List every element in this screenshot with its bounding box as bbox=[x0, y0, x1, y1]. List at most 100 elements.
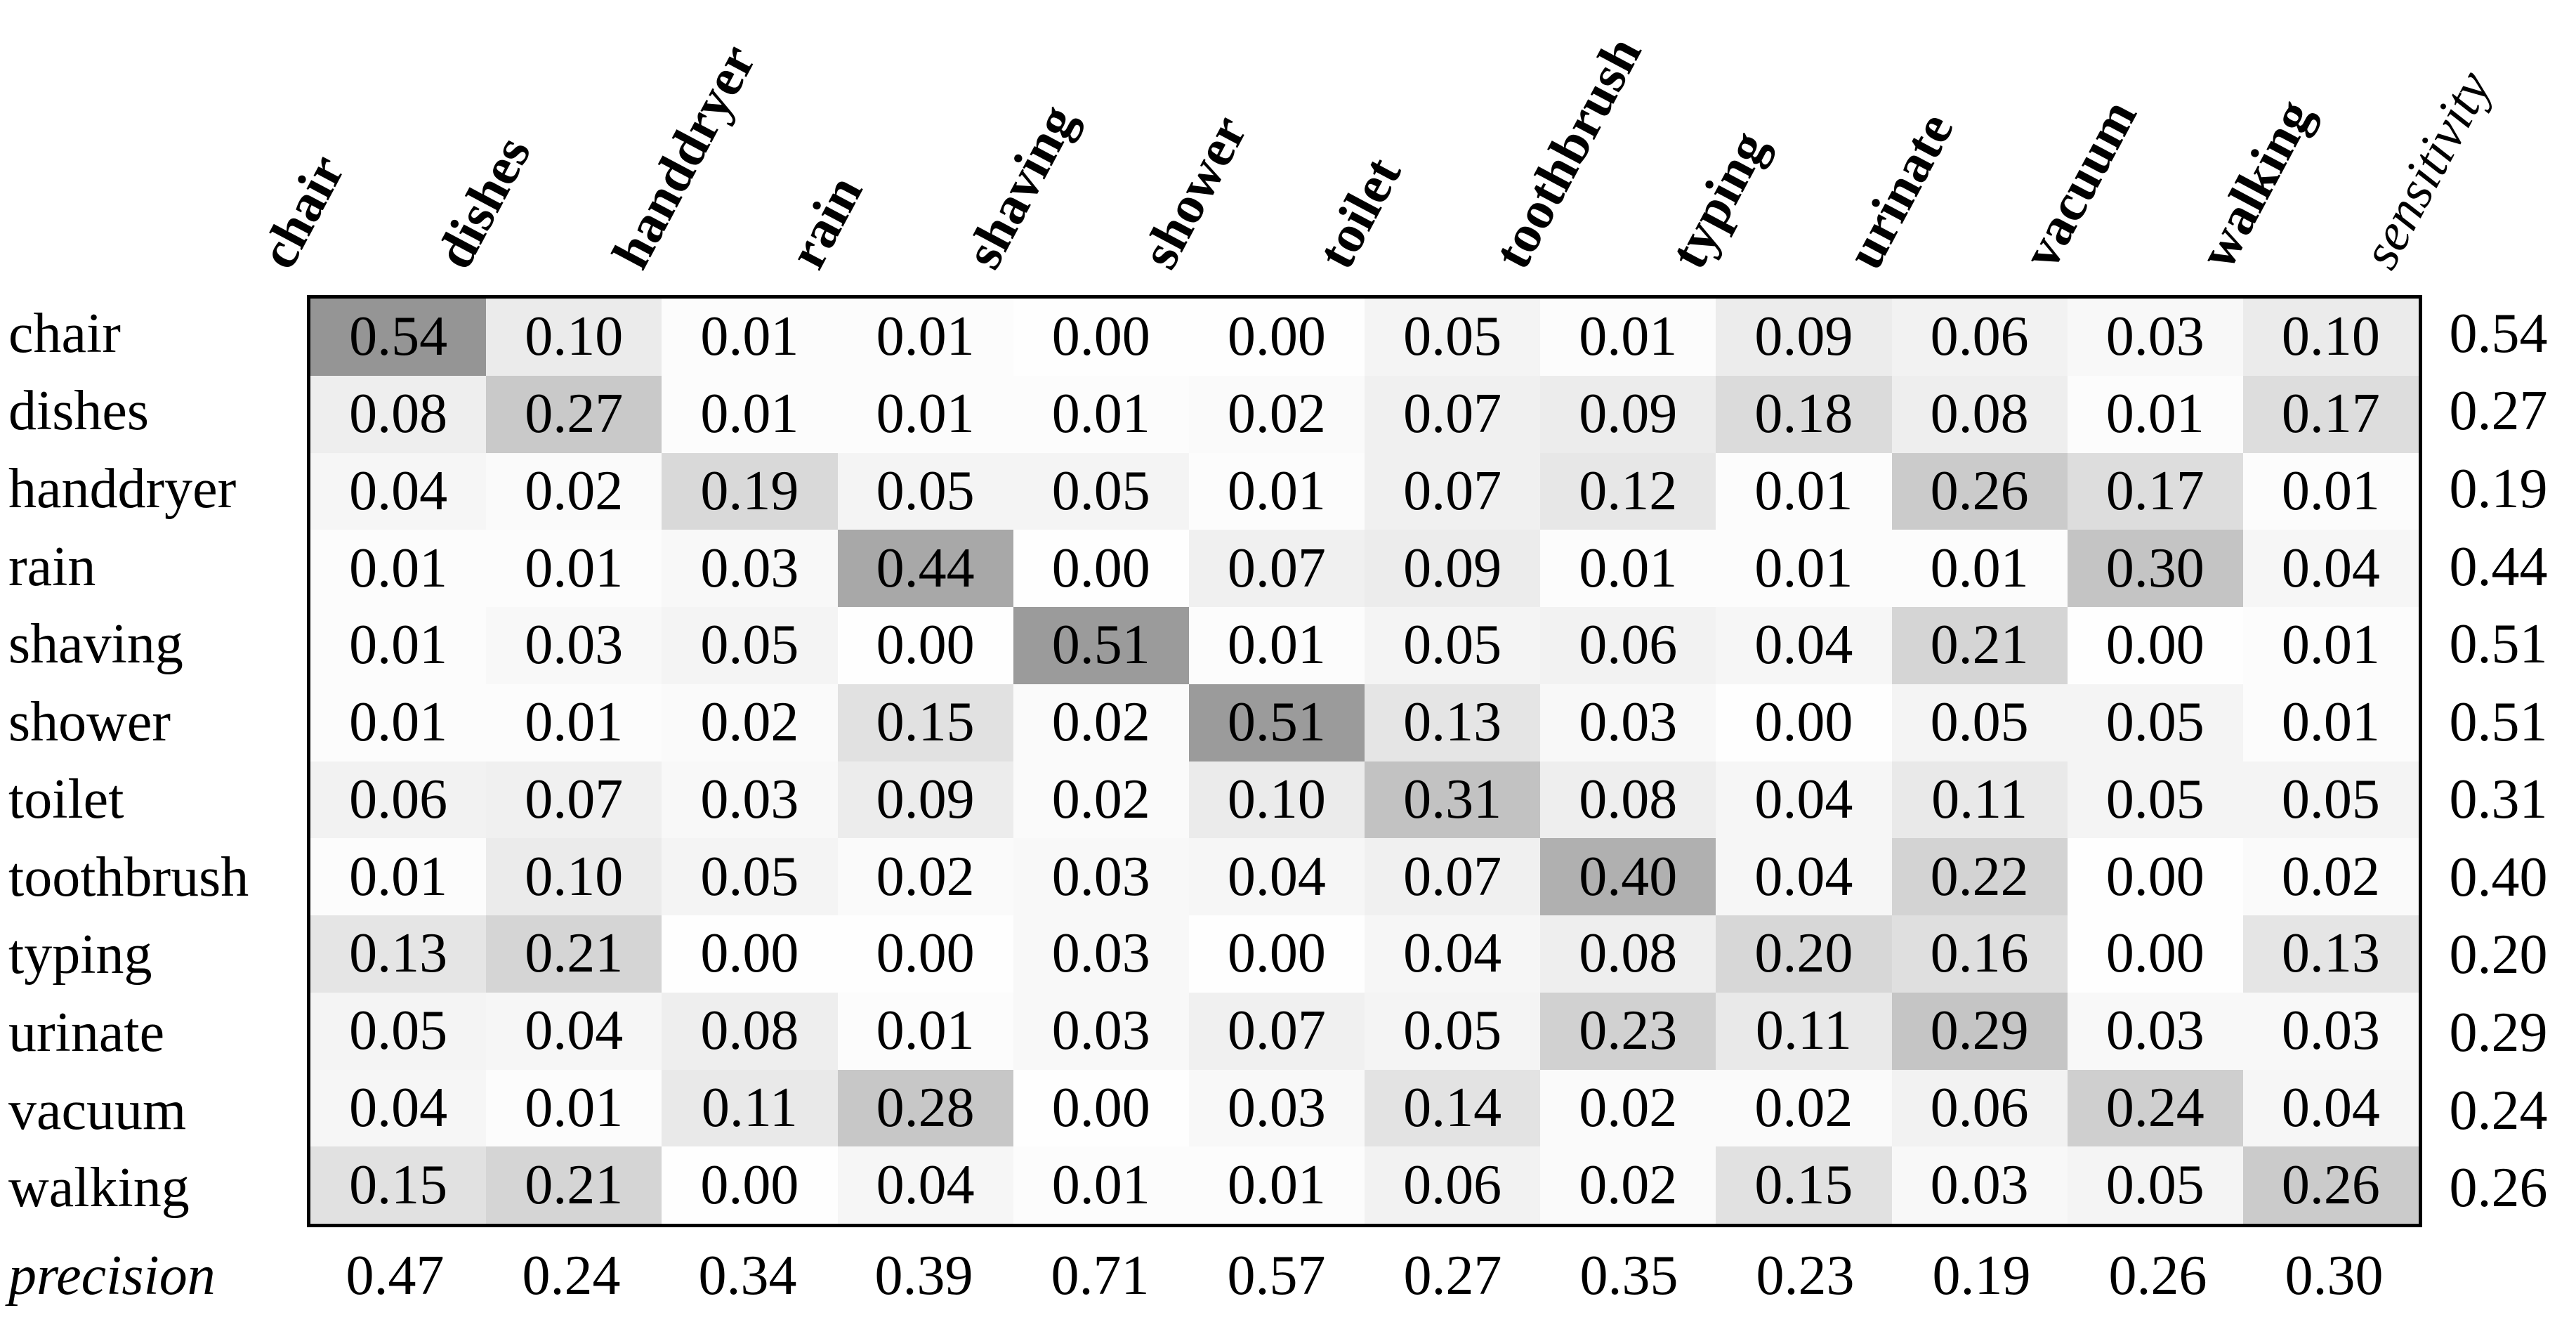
row-label-typing: typing bbox=[8, 924, 152, 986]
matrix-cell-rain-typing: 0.01 bbox=[1716, 530, 1892, 607]
matrix-cell-handdryer-dishes: 0.02 bbox=[486, 452, 662, 530]
col-header-chair: chair bbox=[248, 145, 357, 278]
row-label-shower: shower bbox=[8, 691, 171, 753]
matrix-cell-shaving-toothbrush: 0.06 bbox=[1540, 607, 1716, 684]
col-header-walking: walking bbox=[2187, 90, 2325, 278]
matrix-cell-toilet-vacuum: 0.05 bbox=[2067, 761, 2243, 839]
matrix-cell-chair-typing: 0.09 bbox=[1716, 299, 1892, 376]
matrix-cell-walking-shaving: 0.01 bbox=[1013, 1146, 1189, 1224]
sensitivity-value-chair: 0.54 bbox=[2449, 302, 2548, 365]
matrix-cell-typing-shaving: 0.03 bbox=[1013, 915, 1189, 993]
matrix-cell-toothbrush-handdryer: 0.05 bbox=[662, 838, 838, 915]
matrix-cell-handdryer-urinate: 0.26 bbox=[1891, 452, 2068, 530]
matrix-cell-shower-typing: 0.00 bbox=[1716, 684, 1892, 761]
matrix-cell-toilet-handdryer: 0.03 bbox=[662, 761, 838, 839]
matrix-cell-chair-walking: 0.10 bbox=[2242, 299, 2419, 376]
matrix-cell-handdryer-toilet: 0.07 bbox=[1365, 452, 1541, 530]
matrix-cell-shaving-vacuum: 0.00 bbox=[2067, 607, 2243, 684]
matrix-grid: 0.54 0.10 0.01 0.01 0.00 0.00 0.05 0.01 0.09 0.06… bbox=[307, 295, 2422, 1227]
row-label-dishes: dishes bbox=[8, 380, 149, 443]
matrix-cell-toothbrush-toothbrush: 0.40 bbox=[1540, 838, 1716, 915]
precision-value-shower: 0.57 bbox=[1227, 1244, 1326, 1307]
matrix-cell-shower-urinate: 0.05 bbox=[1891, 684, 2068, 761]
matrix-cell-shower-shower: 0.51 bbox=[1188, 684, 1365, 761]
matrix-cell-rain-chair: 0.01 bbox=[310, 530, 487, 607]
matrix-cell-vacuum-walking: 0.04 bbox=[2242, 1069, 2419, 1147]
matrix-cell-vacuum-shaving: 0.00 bbox=[1013, 1069, 1189, 1147]
matrix-cell-rain-shaving: 0.00 bbox=[1013, 530, 1189, 607]
matrix-cell-shaving-walking: 0.01 bbox=[2242, 607, 2419, 684]
matrix-cell-shaving-toilet: 0.05 bbox=[1365, 607, 1541, 684]
matrix-cell-vacuum-chair: 0.04 bbox=[310, 1069, 487, 1147]
matrix-cell-shower-chair: 0.01 bbox=[310, 684, 487, 761]
matrix-cell-toothbrush-urinate: 0.22 bbox=[1891, 838, 2068, 915]
matrix-cell-dishes-chair: 0.08 bbox=[310, 375, 487, 453]
matrix-cell-urinate-urinate: 0.29 bbox=[1891, 992, 2068, 1070]
matrix-cell-handdryer-toothbrush: 0.12 bbox=[1540, 452, 1716, 530]
matrix-cell-vacuum-shower: 0.03 bbox=[1188, 1069, 1365, 1147]
precision-value-dishes: 0.24 bbox=[522, 1244, 621, 1307]
matrix-cell-rain-vacuum: 0.30 bbox=[2067, 530, 2243, 607]
row-label-vacuum: vacuum bbox=[8, 1079, 187, 1142]
sensitivity-value-typing: 0.20 bbox=[2449, 924, 2548, 986]
matrix-cell-toothbrush-chair: 0.01 bbox=[310, 838, 487, 915]
matrix-cell-chair-dishes: 0.10 bbox=[486, 299, 662, 376]
matrix-cell-urinate-toilet: 0.05 bbox=[1365, 992, 1541, 1070]
matrix-cell-dishes-rain: 0.01 bbox=[837, 375, 1013, 453]
matrix-cell-dishes-handdryer: 0.01 bbox=[662, 375, 838, 453]
sensitivity-value-shaving: 0.51 bbox=[2449, 613, 2548, 676]
matrix-cell-walking-vacuum: 0.05 bbox=[2067, 1146, 2243, 1224]
precision-value-vacuum: 0.26 bbox=[2108, 1244, 2207, 1307]
sensitivity-value-urinate: 0.29 bbox=[2449, 1002, 2548, 1064]
matrix-cell-walking-shower: 0.01 bbox=[1188, 1146, 1365, 1224]
matrix-cell-urinate-shaving: 0.03 bbox=[1013, 992, 1189, 1070]
matrix-cell-toothbrush-dishes: 0.10 bbox=[486, 838, 662, 915]
matrix-cell-toilet-toilet: 0.31 bbox=[1365, 761, 1541, 839]
matrix-cell-urinate-shower: 0.07 bbox=[1188, 992, 1365, 1070]
matrix-cell-shaving-rain: 0.00 bbox=[837, 607, 1013, 684]
matrix-cell-rain-handdryer: 0.03 bbox=[662, 530, 838, 607]
precision-row: 0.47 0.24 0.34 0.39 0.71 0.57 0.27 0.35 0.23 0.19… bbox=[307, 1227, 2422, 1324]
matrix-cell-walking-dishes: 0.21 bbox=[486, 1146, 662, 1224]
precision-value-toilet: 0.27 bbox=[1403, 1244, 1502, 1307]
matrix-cell-vacuum-typing: 0.02 bbox=[1716, 1069, 1892, 1147]
matrix-cell-urinate-typing: 0.11 bbox=[1716, 992, 1892, 1070]
matrix-cell-toilet-shaving: 0.02 bbox=[1013, 761, 1189, 839]
matrix-cell-chair-handdryer: 0.01 bbox=[662, 299, 838, 376]
matrix-cell-vacuum-toilet: 0.14 bbox=[1365, 1069, 1541, 1147]
matrix-cell-shaving-shower: 0.01 bbox=[1188, 607, 1365, 684]
matrix-cell-shaving-handdryer: 0.05 bbox=[662, 607, 838, 684]
precision-value-handdryer: 0.34 bbox=[698, 1244, 797, 1307]
col-header-vacuum: vacuum bbox=[2011, 90, 2148, 278]
matrix-cell-urinate-chair: 0.05 bbox=[310, 992, 487, 1070]
matrix-cell-typing-typing: 0.20 bbox=[1716, 915, 1892, 993]
precision-value-walking: 0.30 bbox=[2285, 1244, 2384, 1307]
matrix-cell-chair-urinate: 0.06 bbox=[1891, 299, 2068, 376]
matrix-cell-chair-shaving: 0.00 bbox=[1013, 299, 1189, 376]
precision-row-label: precision bbox=[8, 1244, 216, 1307]
matrix-cell-toothbrush-vacuum: 0.00 bbox=[2067, 838, 2243, 915]
col-header-toothbrush: toothbrush bbox=[1482, 27, 1653, 278]
matrix-cell-toilet-walking: 0.05 bbox=[2242, 761, 2419, 839]
matrix-cell-urinate-dishes: 0.04 bbox=[486, 992, 662, 1070]
row-label-handdryer: handdryer bbox=[8, 457, 237, 520]
sensitivity-value-toilet: 0.31 bbox=[2449, 769, 2548, 831]
matrix-cell-rain-toothbrush: 0.01 bbox=[1540, 530, 1716, 607]
matrix-cell-typing-rain: 0.00 bbox=[837, 915, 1013, 993]
matrix-cell-handdryer-rain: 0.05 bbox=[837, 452, 1013, 530]
matrix-cell-handdryer-walking: 0.01 bbox=[2242, 452, 2419, 530]
matrix-cell-rain-rain: 0.44 bbox=[837, 530, 1013, 607]
matrix-cell-dishes-shower: 0.02 bbox=[1188, 375, 1365, 453]
matrix-cell-urinate-vacuum: 0.03 bbox=[2067, 992, 2243, 1070]
matrix-cell-toothbrush-rain: 0.02 bbox=[837, 838, 1013, 915]
matrix-cell-dishes-shaving: 0.01 bbox=[1013, 375, 1189, 453]
row-labels: chair dishes handdryer rain shaving shower toi… bbox=[0, 295, 307, 1227]
matrix-cell-toothbrush-shower: 0.04 bbox=[1188, 838, 1365, 915]
matrix-cell-vacuum-urinate: 0.06 bbox=[1891, 1069, 2068, 1147]
matrix-cell-walking-walking: 0.26 bbox=[2242, 1146, 2419, 1224]
matrix-cell-shower-rain: 0.15 bbox=[837, 684, 1013, 761]
matrix-cell-urinate-walking: 0.03 bbox=[2242, 992, 2419, 1070]
matrix-cell-chair-rain: 0.01 bbox=[837, 299, 1013, 376]
matrix-cell-toilet-rain: 0.09 bbox=[837, 761, 1013, 839]
